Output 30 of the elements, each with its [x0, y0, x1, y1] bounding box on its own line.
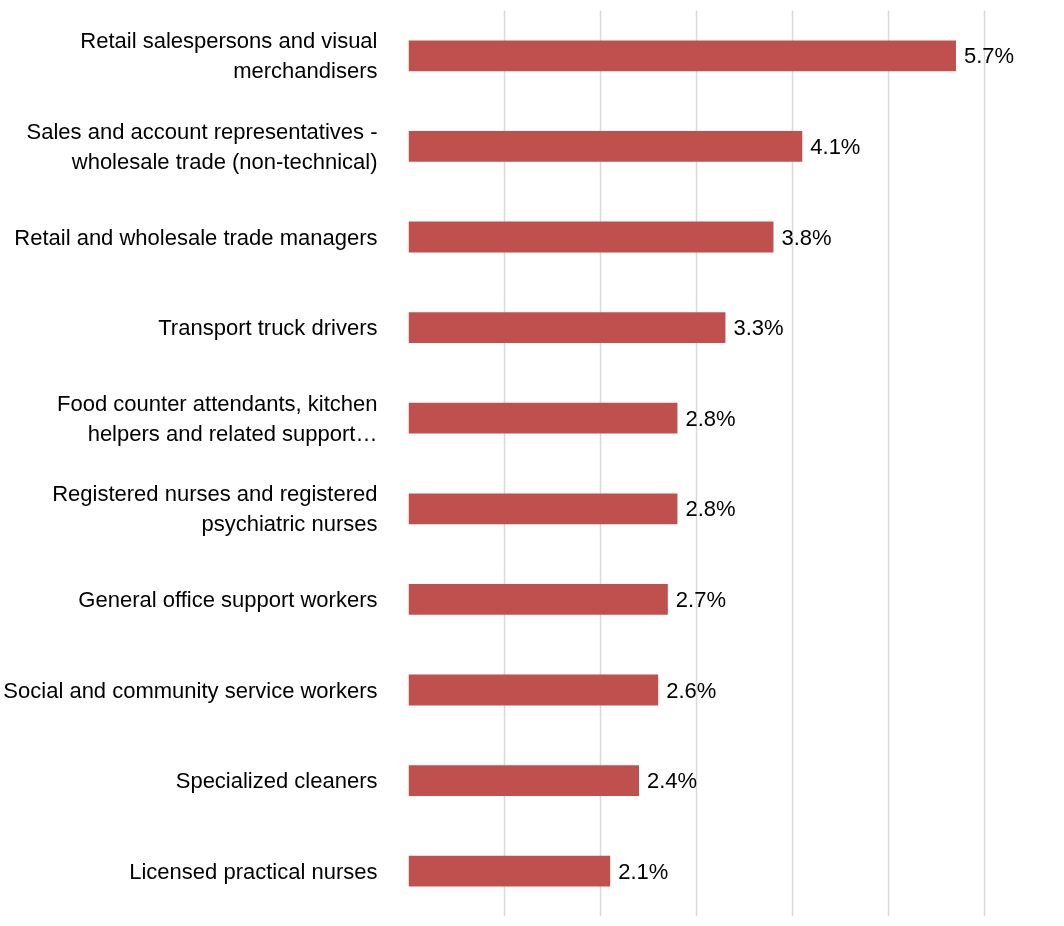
- data-label: 2.4%: [647, 768, 698, 794]
- bar: [408, 765, 640, 796]
- y-tick-label: General office support workers: [78, 586, 378, 612]
- data-label: 4.1%: [810, 133, 861, 159]
- data-label: 2.7%: [675, 586, 726, 612]
- y-tick-label: Retail salespersons and visual merchandisers: [80, 28, 378, 84]
- y-tick-label: Licensed practical nurses: [129, 858, 378, 884]
- y-tick-label: Registered nurses and registered psychiatric nurses: [52, 481, 378, 537]
- bar: [408, 402, 678, 434]
- data-label: 2.1%: [618, 858, 669, 884]
- bar: [408, 221, 774, 253]
- data-label: 2.8%: [685, 405, 736, 431]
- data-label: 5.7%: [963, 43, 1015, 69]
- bar: [408, 40, 956, 72]
- y-tick-label: Retail and wholesale trade managers: [14, 224, 378, 250]
- data-label: 2.8%: [685, 496, 736, 522]
- bar: [408, 584, 668, 615]
- y-tick-label: Social and community service workers: [3, 677, 378, 703]
- bar: [408, 131, 803, 162]
- bar: [408, 312, 726, 343]
- bar: [408, 493, 678, 525]
- y-tick-label: Transport truck drivers: [158, 315, 378, 341]
- bar: [408, 855, 611, 887]
- data-label: 2.6%: [666, 677, 717, 703]
- y-tick-label: Specialized cleaners: [175, 768, 378, 794]
- y-tick-label: Sales and account representatives - wholesale trade (non-technical): [26, 118, 378, 174]
- bar: [408, 674, 659, 706]
- data-label: 3.3%: [733, 315, 784, 341]
- y-tick-label: Food counter attendants, kitchen helpers and related support…: [57, 390, 378, 446]
- data-label: 3.8%: [781, 224, 832, 250]
